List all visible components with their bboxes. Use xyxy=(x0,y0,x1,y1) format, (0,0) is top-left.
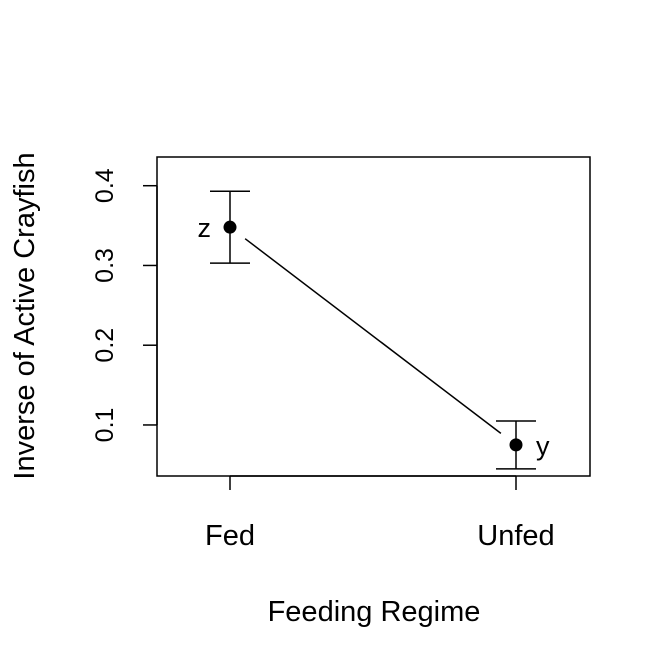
x-tick-label: Fed xyxy=(205,520,255,552)
y-tick-label: 0.1 xyxy=(91,408,119,443)
significance-letter: z xyxy=(198,213,212,243)
x-axis-label: Feeding Regime xyxy=(268,596,481,628)
x-tick-label: Unfed xyxy=(477,520,554,552)
y-tick-label: 0.3 xyxy=(91,248,119,283)
data-point xyxy=(223,220,237,234)
y-tick-label: 0.2 xyxy=(91,328,119,363)
y-tick-label: 0.4 xyxy=(91,168,119,203)
connecting-line xyxy=(244,238,502,434)
data-point xyxy=(509,438,523,452)
significance-letter: y xyxy=(536,431,550,461)
y-axis-label: Inverse of Active Crayfish xyxy=(9,152,41,479)
